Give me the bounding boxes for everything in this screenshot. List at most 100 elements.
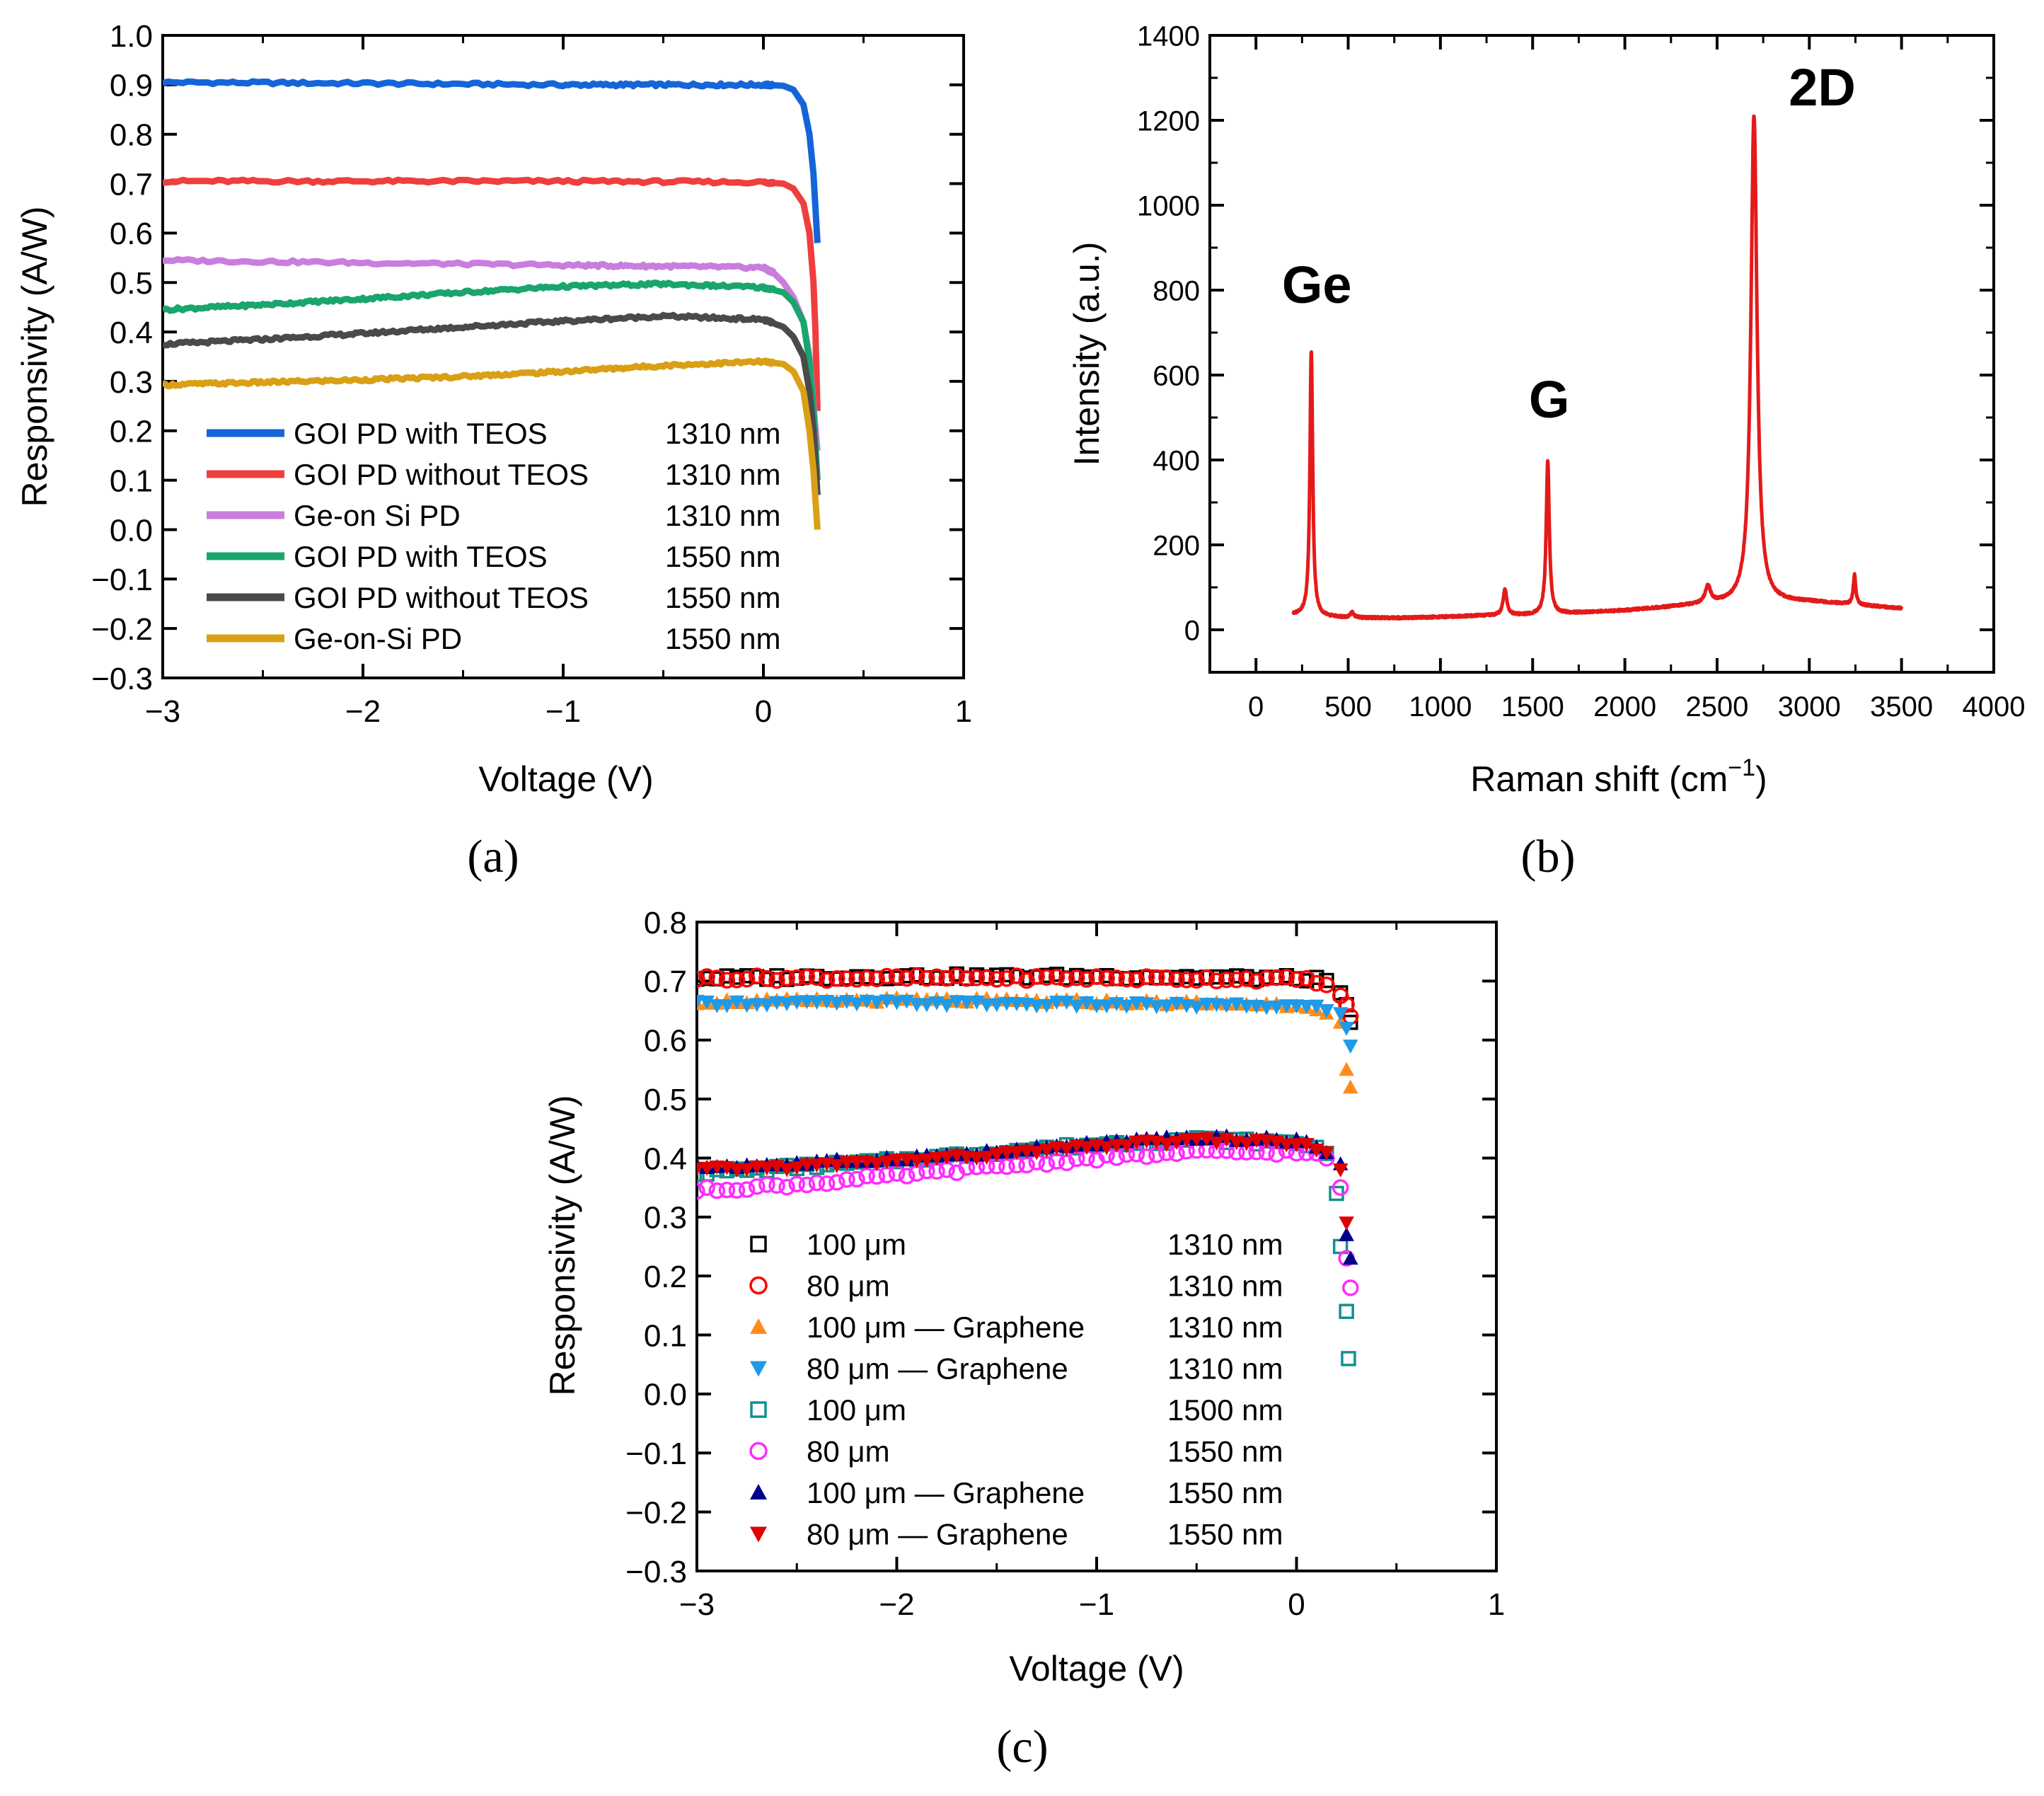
scatter-point bbox=[1008, 967, 1025, 984]
y-tick-label: −0.3 bbox=[91, 662, 153, 696]
scatter-point bbox=[1189, 1001, 1205, 1015]
panel-caption: (c) bbox=[996, 1721, 1048, 1773]
scatter-point bbox=[698, 1179, 715, 1197]
scatter-point bbox=[1009, 1146, 1024, 1161]
x-tick-label: 3000 bbox=[1778, 691, 1841, 723]
scatter-point bbox=[1068, 969, 1085, 986]
x-tick-label: 500 bbox=[1324, 691, 1372, 723]
legend-wavelength: 1310 nm bbox=[1167, 1352, 1283, 1386]
scatter-point bbox=[1258, 969, 1275, 987]
scatter-point bbox=[889, 996, 905, 1011]
scatter-series bbox=[697, 994, 1358, 1054]
scatter-point bbox=[808, 1174, 826, 1192]
scatter-point bbox=[1159, 999, 1174, 1014]
scatter-point bbox=[1179, 1133, 1194, 1148]
scatter-point bbox=[1208, 972, 1225, 990]
scatter-point bbox=[779, 997, 795, 1012]
scatter-point bbox=[969, 1151, 985, 1166]
legend-wavelength: 1310 nm bbox=[665, 417, 780, 450]
scatter-point bbox=[988, 1148, 1005, 1163]
scatter-point bbox=[697, 1182, 705, 1200]
legend-marker-swatch bbox=[750, 1318, 767, 1334]
scatter-point bbox=[1048, 968, 1066, 986]
scatter-point bbox=[1148, 1000, 1165, 1015]
x-axis-label-superscript: −1 bbox=[1728, 754, 1755, 781]
scatter-point bbox=[749, 967, 766, 984]
scatter-point bbox=[1339, 1227, 1354, 1241]
x-tick-label: 2500 bbox=[1685, 691, 1748, 723]
scatter-point bbox=[699, 995, 715, 1010]
scatter-point bbox=[1058, 996, 1075, 1010]
scatter-point bbox=[808, 969, 826, 986]
scatter-point bbox=[1189, 1132, 1205, 1147]
scatter-point bbox=[839, 1156, 855, 1170]
scatter-point bbox=[698, 968, 715, 985]
scatter-point bbox=[869, 996, 885, 1010]
scatter-point bbox=[898, 969, 916, 987]
y-tick-label: −0.3 bbox=[625, 1555, 687, 1589]
scatter-point bbox=[1339, 1216, 1354, 1231]
scatter-point bbox=[1218, 971, 1235, 989]
scatter-point bbox=[708, 969, 725, 986]
scatter-point bbox=[1199, 998, 1215, 1012]
scatter-point bbox=[1159, 1137, 1174, 1152]
y-tick-label: 0 bbox=[1184, 615, 1200, 646]
y-tick-label: 0.2 bbox=[644, 1260, 687, 1294]
scatter-point bbox=[1078, 971, 1095, 988]
scatter-point bbox=[778, 969, 795, 986]
scatter-point bbox=[1319, 1146, 1334, 1161]
scatter-point bbox=[1332, 1163, 1349, 1178]
y-tick-label: 0.4 bbox=[110, 316, 153, 350]
y-tick-label: 0.5 bbox=[110, 266, 153, 301]
y-tick-label: 1.0 bbox=[110, 19, 153, 54]
scatter-point bbox=[1308, 999, 1324, 1014]
scatter-point bbox=[1239, 999, 1254, 1014]
y-tick-label: −0.1 bbox=[91, 563, 153, 597]
scatter-point bbox=[1119, 999, 1135, 1014]
panel-b-chart: 0 500 1000 1500 2000 2500 3000 3500 4000 0 200 400 6… bbox=[1067, 21, 2025, 882]
scatter-point bbox=[838, 970, 855, 987]
x-tick-label: −2 bbox=[879, 1587, 914, 1622]
scatter-point bbox=[828, 996, 845, 1011]
y-tick-label: 1400 bbox=[1137, 21, 1200, 52]
scatter-point bbox=[838, 1170, 855, 1188]
legend-marker-swatch bbox=[750, 1484, 767, 1499]
scatter-point bbox=[1099, 999, 1114, 1014]
scatter-point bbox=[749, 998, 765, 1013]
scatter-point bbox=[818, 1175, 836, 1192]
scatter-point bbox=[939, 998, 954, 1013]
legend-label: Ge-on Si PD bbox=[294, 499, 461, 532]
y-tick-label: 0.6 bbox=[110, 217, 153, 251]
x-axis-label-main: Raman shift (cm bbox=[1470, 759, 1728, 799]
legend-marker-swatch bbox=[749, 1276, 768, 1295]
scatter-point bbox=[828, 1159, 845, 1173]
x-tick-label: 2000 bbox=[1593, 691, 1656, 723]
scatter-point bbox=[799, 1158, 815, 1173]
scatter-point bbox=[938, 969, 955, 987]
scatter-point bbox=[868, 970, 885, 988]
scatter-point bbox=[1259, 1001, 1274, 1015]
scatter-point bbox=[908, 967, 925, 984]
scatter-point bbox=[858, 969, 875, 987]
scatter-point bbox=[789, 996, 805, 1010]
scatter-point bbox=[1128, 972, 1145, 989]
scatter-point bbox=[1342, 1279, 1359, 1296]
x-tick-label: 3500 bbox=[1870, 691, 1933, 723]
scatter-point bbox=[697, 1167, 705, 1182]
scatter-point bbox=[1332, 1179, 1349, 1196]
scatter-point bbox=[1068, 999, 1085, 1014]
y-tick-label: 0.8 bbox=[644, 906, 687, 940]
scatter-point bbox=[959, 996, 975, 1010]
legend: GOI PD with TEOS 1310 nm GOI PD without TE… bbox=[207, 417, 780, 655]
scatter-point bbox=[949, 995, 965, 1010]
scatter-point bbox=[1148, 969, 1165, 986]
y-tick-label: 600 bbox=[1153, 360, 1200, 391]
scatter-point bbox=[1319, 1003, 1334, 1018]
panel-a-chart: −3 −2 −1 0 1 −0.3 −0.2 −0.1 0.0 0.1 0.2 0.3 0.4 0.5 0.… bbox=[15, 19, 972, 882]
x-axis-label-end: ) bbox=[1755, 759, 1767, 799]
scatter-point bbox=[1138, 1148, 1155, 1165]
y-tick-label: −0.2 bbox=[625, 1495, 687, 1530]
x-tick-label: −1 bbox=[1079, 1587, 1114, 1622]
x-axis-label: Raman shift (cm−1) bbox=[1470, 754, 1767, 799]
scatter-point bbox=[908, 1165, 925, 1182]
